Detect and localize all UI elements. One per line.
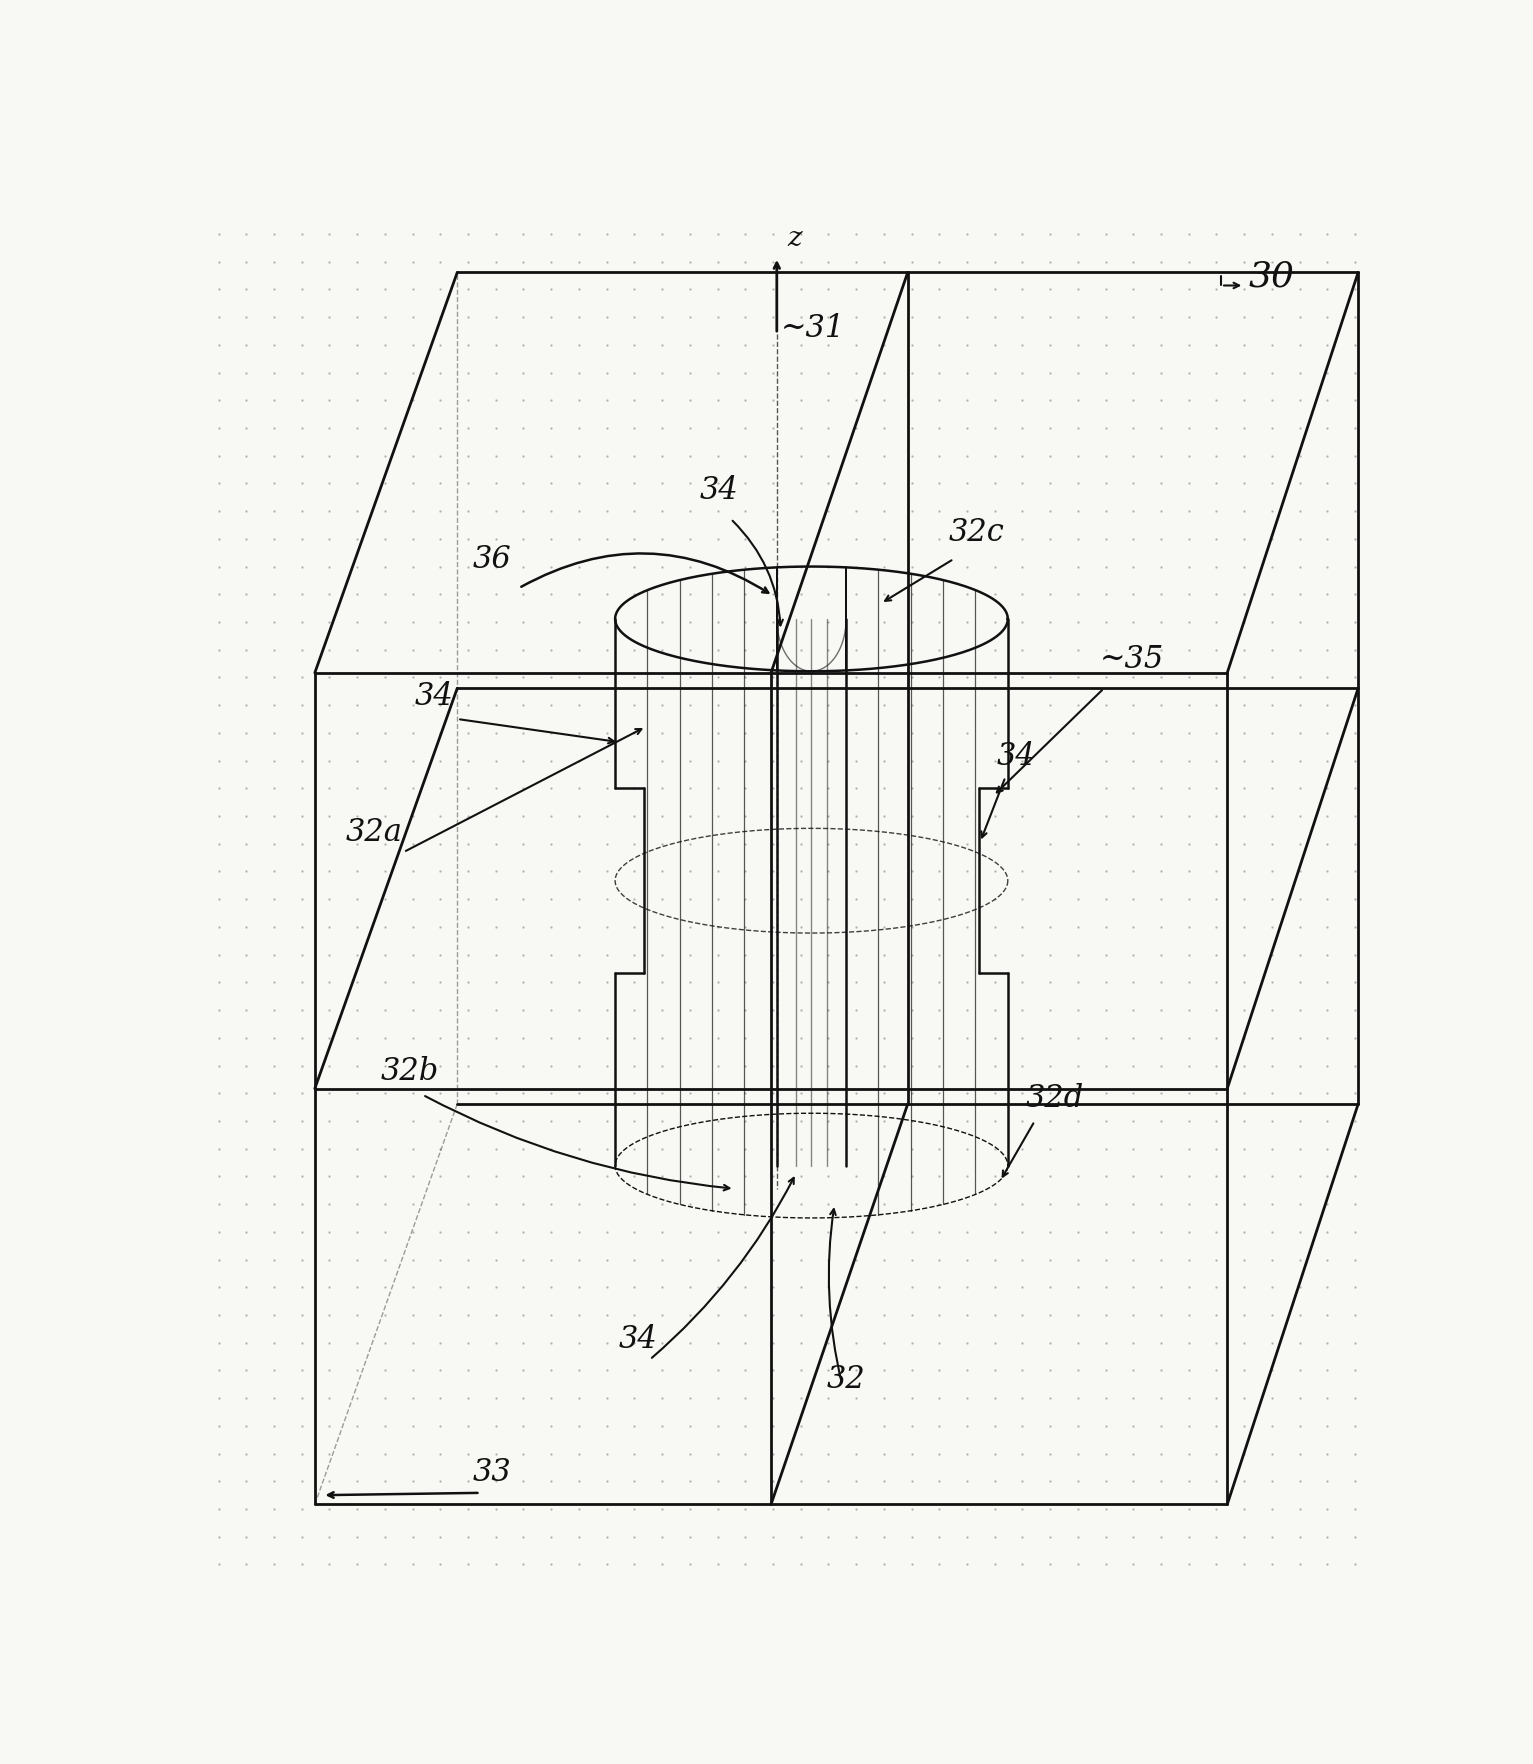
Text: 32d: 32d xyxy=(1026,1083,1084,1113)
Text: 34: 34 xyxy=(415,681,454,711)
Text: 32a: 32a xyxy=(345,817,403,847)
Text: 36: 36 xyxy=(472,543,512,575)
Text: ~35: ~35 xyxy=(1101,644,1165,676)
Text: 34: 34 xyxy=(699,475,739,506)
Text: 34: 34 xyxy=(619,1323,658,1353)
Text: 32c: 32c xyxy=(949,517,1004,549)
Text: 32b: 32b xyxy=(380,1057,438,1087)
Text: 30: 30 xyxy=(1249,259,1295,293)
Text: 32: 32 xyxy=(826,1364,866,1395)
Text: 33: 33 xyxy=(472,1455,512,1487)
Text: z: z xyxy=(786,224,802,252)
Text: 34: 34 xyxy=(996,741,1035,771)
Text: ~31: ~31 xyxy=(780,314,845,344)
